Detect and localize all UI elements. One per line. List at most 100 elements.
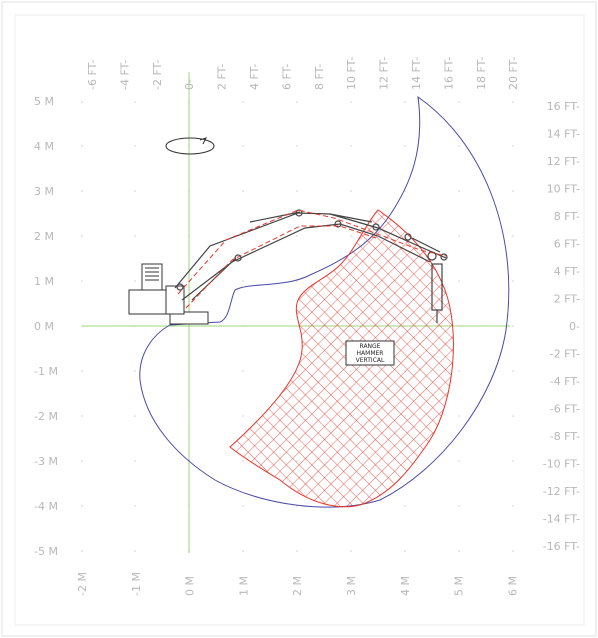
right-feet-label: -6 FT- (550, 403, 580, 416)
grid-dot (458, 550, 460, 552)
grid-dot (134, 190, 136, 192)
top-feet-label: 12 FT- (378, 57, 391, 90)
top-feet-label: 14 FT- (410, 57, 423, 90)
grid-dot (404, 145, 406, 147)
grid-dot (404, 550, 406, 552)
grid-dot (512, 101, 514, 103)
rotation-icon (165, 137, 215, 155)
grid-dot (512, 280, 514, 282)
grid-dot (242, 101, 244, 103)
grid-dot (512, 505, 514, 507)
grid-dot (350, 235, 352, 237)
left-meter-label: 3 M (34, 185, 54, 198)
top-feet-label: 6 FT- (280, 64, 293, 90)
right-feet-label: 6 FT- (554, 238, 580, 251)
bottom-meter-label: -1 M (130, 572, 143, 596)
grid-dot (81, 415, 83, 417)
top-feet-label: -2 FT- (151, 60, 164, 90)
grid-dot (242, 145, 244, 147)
grid-dot (512, 370, 514, 372)
grid-dot (242, 280, 244, 282)
left-meter-label: -3 M (34, 455, 58, 468)
range-label-line-3: VERTICAL (356, 357, 385, 364)
left-meter-label: 2 M (34, 230, 54, 243)
grid-dot (81, 505, 83, 507)
right-feet-label: 10 FT- (547, 183, 580, 196)
grid-dot (404, 101, 406, 103)
grid-dot (242, 190, 244, 192)
bottom-meter-labels: -2 M -1 M 0 M 1 M 2 M 3 M 4 M 5 M 6 M (76, 572, 519, 596)
grid-dot (81, 370, 83, 372)
grid-dot (81, 280, 83, 282)
grid-dot (242, 235, 244, 237)
bottom-meter-label: 2 M (291, 576, 304, 596)
grid-dot (81, 550, 83, 552)
grid-dot (81, 190, 83, 192)
bottom-meter-label: 5 M (453, 576, 466, 596)
grid-dot (404, 505, 406, 507)
grid-dot (242, 370, 244, 372)
top-feet-label: 20 FT- (507, 57, 520, 90)
grid-dot (134, 460, 136, 462)
grid-dot (350, 550, 352, 552)
grid-dot (81, 460, 83, 462)
bottom-meter-label: 4 M (399, 576, 412, 596)
bottom-meter-label: -2 M (76, 572, 89, 596)
top-feet-label: 2 FT- (216, 64, 229, 90)
boom-arm (174, 209, 448, 323)
right-feet-label: -16 FT- (543, 540, 580, 553)
hammer-range-area (229, 209, 454, 508)
top-feet-label: 8 FT- (313, 64, 326, 90)
grid-dot (296, 235, 298, 237)
grid-dot (458, 145, 460, 147)
right-feet-label: 0- (569, 320, 580, 333)
grid-dot (81, 101, 83, 103)
grid-dot (512, 415, 514, 417)
grid-dot (134, 505, 136, 507)
grid-dot (134, 370, 136, 372)
grid-dot (458, 460, 460, 462)
inner-border (14, 14, 585, 626)
grid-dot (81, 145, 83, 147)
grid-dot (512, 325, 514, 327)
grid-dot (458, 505, 460, 507)
left-meter-label: -1 M (34, 365, 58, 378)
grid-dot (512, 460, 514, 462)
grid-dot (134, 235, 136, 237)
alternate-arm-position (177, 209, 447, 295)
right-feet-label: 2 FT- (554, 293, 580, 306)
grid-dot (458, 101, 460, 103)
right-feet-label: -14 FT- (543, 513, 580, 526)
left-meter-label: 5 M (34, 95, 54, 108)
grid-dot (458, 235, 460, 237)
bottom-meter-label: 6 M (506, 576, 519, 596)
top-feet-label: 10 FT- (345, 57, 358, 90)
grid-dot (242, 415, 244, 417)
grid-dot (296, 101, 298, 103)
bottom-meter-label: 3 M (345, 576, 358, 596)
grid-dot (458, 370, 460, 372)
grid-dot (242, 550, 244, 552)
top-feet-label: 4 FT- (248, 64, 261, 90)
top-feet-label: 18 FT- (475, 57, 488, 90)
grid-dot (350, 145, 352, 147)
range-label-line-1: RANGE (360, 343, 381, 350)
grid-dot (81, 235, 83, 237)
top-feet-label: -4 FT- (118, 60, 131, 90)
top-feet-label: 0- (183, 79, 196, 90)
grid-dot (512, 145, 514, 147)
right-feet-label: 4 FT- (554, 265, 580, 278)
left-meter-label: -2 M (34, 410, 58, 423)
top-feet-label: 16 FT- (442, 57, 455, 90)
grid-dot (134, 415, 136, 417)
grid-dot (512, 550, 514, 552)
top-feet-labels: -6 FT- -4 FT- -2 FT- 0- 2 FT- 4 FT- 6 FT- 8 FT-… (86, 57, 520, 90)
left-meter-label: 0 M (34, 320, 54, 333)
bottom-meter-label: 1 M (237, 576, 250, 596)
right-feet-label: 14 FT- (547, 128, 580, 141)
grid-dot (350, 101, 352, 103)
grid-dot (134, 550, 136, 552)
grid-dot (296, 145, 298, 147)
bottom-meter-label: 0 M (184, 576, 197, 596)
